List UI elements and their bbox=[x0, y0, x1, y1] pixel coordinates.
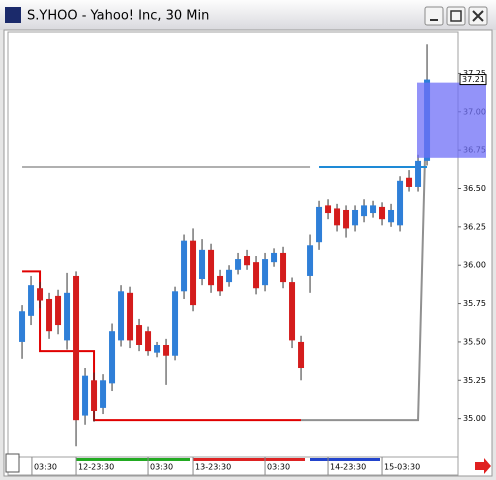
x-tick-label: 03:30 bbox=[150, 463, 173, 472]
candle-body bbox=[334, 208, 341, 226]
candle-body bbox=[154, 344, 161, 353]
candle-body bbox=[136, 325, 143, 345]
x-tick-label: 14-23:30 bbox=[330, 463, 366, 472]
y-tick-label: 36.25 bbox=[463, 222, 486, 231]
session-bar bbox=[310, 458, 380, 461]
candle-body bbox=[37, 288, 44, 301]
candle-body bbox=[73, 275, 80, 421]
candle-body bbox=[172, 291, 179, 356]
candle-body bbox=[109, 331, 116, 384]
candle-body bbox=[262, 259, 269, 286]
y-tick-label: 35.75 bbox=[463, 299, 486, 308]
maximize-glyph bbox=[450, 10, 462, 22]
session-bar bbox=[76, 458, 190, 461]
last-price-box bbox=[459, 74, 487, 86]
last-price-label: 37.21 bbox=[462, 75, 485, 84]
x-tick-label: 03:30 bbox=[267, 463, 290, 472]
candle-body bbox=[19, 311, 26, 342]
candle-body bbox=[244, 256, 251, 266]
candle-body bbox=[190, 240, 197, 306]
minimize-button[interactable] bbox=[424, 6, 444, 26]
candle-body bbox=[145, 331, 152, 352]
y-tick-label: 36.50 bbox=[463, 184, 486, 193]
x-tick-label: 15-03:30 bbox=[384, 463, 420, 472]
candle-body bbox=[289, 282, 296, 341]
candle-body bbox=[199, 249, 206, 280]
x-tick-label: 12-23:30 bbox=[78, 463, 114, 472]
candle-body bbox=[28, 285, 35, 316]
candle-body bbox=[127, 292, 134, 341]
candle-body bbox=[388, 209, 395, 223]
x-tick-label: 03:30 bbox=[34, 463, 57, 472]
candle-body bbox=[100, 380, 107, 408]
candle-body bbox=[397, 180, 404, 226]
y-tick-label: 35.50 bbox=[463, 337, 486, 346]
candle-body bbox=[118, 291, 125, 341]
candle-body bbox=[280, 252, 287, 283]
y-tick-label: 37.25 bbox=[463, 69, 486, 78]
candle-body bbox=[253, 262, 260, 289]
candle-body bbox=[271, 252, 278, 263]
price-band bbox=[417, 82, 486, 158]
candle-body bbox=[64, 292, 71, 341]
maximize-button[interactable] bbox=[446, 6, 466, 26]
candle-body bbox=[343, 209, 350, 229]
candle-body bbox=[352, 209, 359, 226]
window-title: S.YHOO - Yahoo! Inc, 30 Min bbox=[27, 9, 209, 24]
candle-body bbox=[325, 205, 332, 214]
candle-body bbox=[226, 269, 233, 283]
candle-body bbox=[91, 380, 98, 411]
app-icon bbox=[5, 7, 21, 23]
candle-body bbox=[379, 206, 386, 220]
candle-body bbox=[46, 298, 53, 332]
candle-body bbox=[415, 160, 422, 187]
candle-body bbox=[181, 240, 188, 292]
candle-body bbox=[316, 206, 323, 243]
candle-body bbox=[82, 375, 89, 416]
candle-body bbox=[163, 344, 170, 356]
x-tick-label: 13-23:30 bbox=[195, 463, 231, 472]
scroll-arrow[interactable] bbox=[475, 458, 491, 474]
candle-body bbox=[406, 177, 413, 187]
candle-body bbox=[370, 205, 377, 214]
candle-body bbox=[55, 295, 62, 326]
title-bar bbox=[0, 0, 496, 30]
session-bar bbox=[193, 458, 305, 461]
window-buttons bbox=[424, 6, 488, 26]
y-tick-label: 35.25 bbox=[463, 376, 486, 385]
close-glyph bbox=[472, 10, 484, 22]
overlay-line bbox=[22, 270, 302, 422]
candle-body bbox=[235, 259, 242, 270]
candle-body bbox=[217, 275, 224, 292]
overlay-line bbox=[301, 79, 429, 422]
candle-body bbox=[298, 341, 305, 369]
y-tick-label: 36.00 bbox=[463, 261, 486, 270]
candle-body bbox=[361, 205, 368, 217]
candle-body bbox=[307, 245, 314, 276]
y-tick-label: 35.00 bbox=[463, 414, 486, 423]
candle-body bbox=[208, 249, 215, 286]
scroll-box[interactable] bbox=[5, 453, 20, 473]
